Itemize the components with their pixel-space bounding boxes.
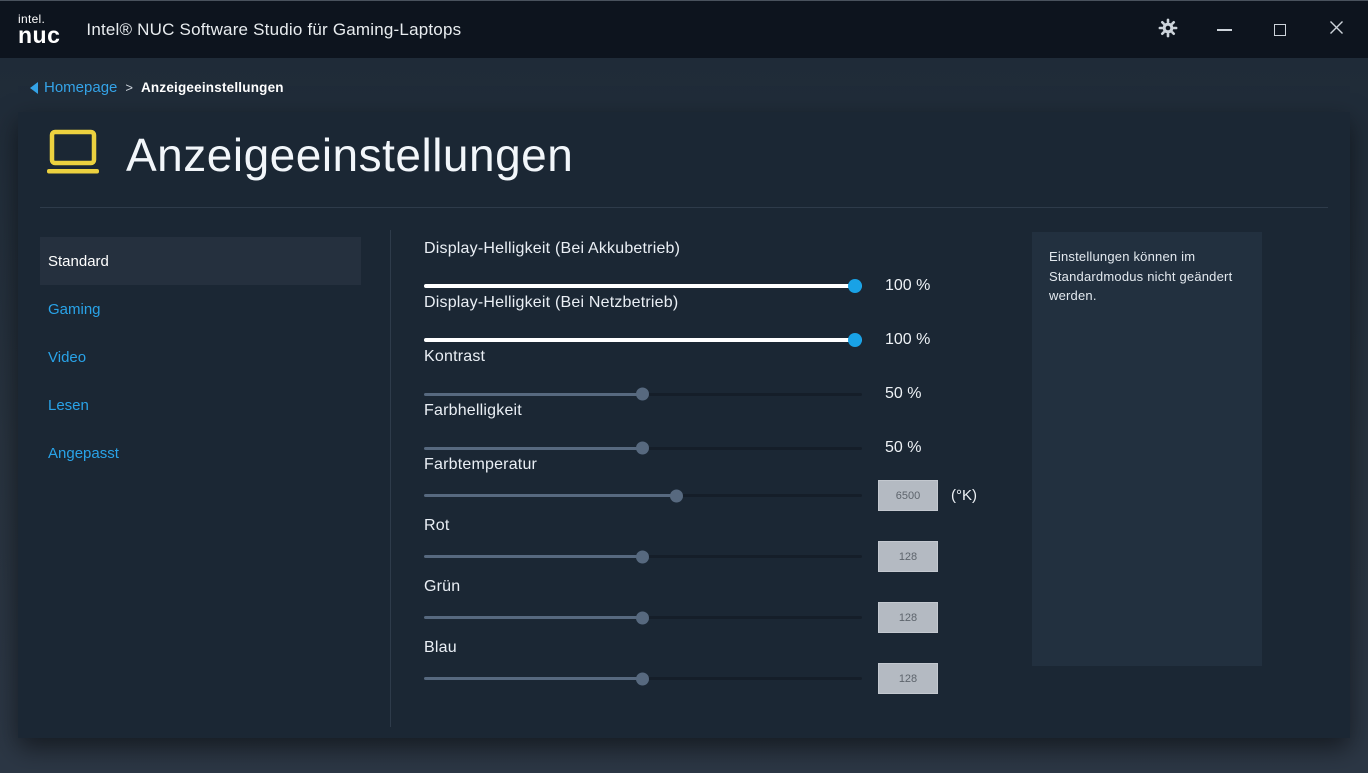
breadcrumb-current-page: Anzeigeeinstellungen — [140, 80, 284, 95]
info-panel-text: Einstellungen können im Standardmodus ni… — [1049, 249, 1233, 303]
slider-thumb[interactable] — [848, 333, 862, 347]
slider-track[interactable] — [424, 333, 862, 347]
slider-label: Display-Helligkeit (Bei Akkubetrieb) — [424, 240, 681, 257]
slider-label: Blau — [424, 639, 457, 656]
slider-fill — [424, 555, 643, 558]
page-heading: Anzeigeeinstellungen — [44, 128, 573, 182]
slider-fill — [424, 494, 679, 497]
slider-fill — [424, 338, 862, 342]
slider-thumb — [636, 441, 649, 455]
slider-track — [424, 611, 862, 624]
intel-nuc-logo: intel. nuc — [18, 13, 60, 47]
sidebar-item-label: Gaming — [48, 300, 101, 318]
sidebar-item-label: Standard — [48, 252, 109, 270]
sidebar-item-label: Video — [48, 348, 87, 366]
display-settings-card: Anzeigeeinstellungen Standard Gaming Video… — [18, 112, 1350, 738]
slider-track — [424, 550, 862, 563]
slider-thumb[interactable] — [848, 279, 862, 293]
slider-fill — [424, 392, 643, 396]
back-arrow-icon[interactable] — [30, 81, 38, 94]
info-panel: Einstellungen können im Standardmodus ni… — [1032, 232, 1262, 666]
slider-row: Display-Helligkeit (Bei Akkubetrieb) 100 … — [424, 240, 1014, 294]
slider-row: Rot 128 — [424, 517, 1014, 578]
slider-label: Farbhelligkeit — [424, 402, 522, 419]
slider-label: Farbtemperatur — [424, 456, 538, 473]
close-button[interactable] — [1308, 1, 1364, 59]
page-background: Homepage > Anzeigeeinstellungen Anzeigee… — [0, 58, 1368, 773]
slider-label: Grün — [424, 578, 461, 595]
mode-sidebar: Standard Gaming Video Lesen Angepasst — [40, 237, 361, 477]
sidebar-divider — [390, 230, 391, 727]
laptop-display-icon — [44, 129, 102, 182]
sidebar-item-video[interactable]: Video — [40, 333, 361, 381]
slider-value-input: 128 — [878, 663, 938, 694]
slider-row: Farbhelligkeit 50 % — [424, 402, 1014, 456]
slider-track — [424, 672, 862, 685]
gear-icon — [1158, 18, 1178, 43]
maximize-icon — [1274, 24, 1286, 36]
slider-thumb — [636, 672, 649, 685]
slider-thumb — [669, 489, 683, 502]
window-controls — [1140, 1, 1364, 59]
nuc-logo-text: nuc — [18, 21, 61, 48]
app-title: Intel® NUC Software Studio für Gaming-La… — [86, 19, 462, 39]
settings-gear-button[interactable] — [1140, 1, 1196, 59]
slider-label: Display-Helligkeit (Bei Netzbetrieb) — [424, 294, 679, 311]
slider-fill — [424, 616, 643, 619]
heading-divider — [40, 207, 1328, 208]
slider-value-input: 128 — [878, 602, 938, 633]
slider-unit-label: (°K) — [951, 487, 977, 504]
sidebar-item-label: Lesen — [48, 396, 89, 414]
sidebar-item-standard[interactable]: Standard — [40, 237, 361, 285]
slider-row: Farbtemperatur 6500 (°K) — [424, 456, 1014, 517]
breadcrumb-separator: > — [125, 80, 133, 95]
slider-label: Kontrast — [424, 348, 486, 365]
slider-row: Grün 128 — [424, 578, 1014, 639]
slider-value-input: 128 — [878, 541, 938, 572]
sidebar-item-angepasst[interactable]: Angepasst — [40, 429, 361, 477]
slider-row: Blau 128 — [424, 639, 1014, 700]
slider-row: Kontrast 50 % — [424, 348, 1014, 402]
minimize-icon — [1216, 29, 1232, 31]
slider-track — [424, 387, 862, 401]
intel-logo-text: intel. — [18, 11, 46, 26]
slider-value-input: 6500 — [878, 480, 938, 511]
slider-track — [424, 489, 862, 502]
slider-value: 100 % — [885, 331, 931, 348]
minimize-button[interactable] — [1196, 1, 1252, 59]
slider-fill — [424, 446, 643, 450]
sidebar-item-gaming[interactable]: Gaming — [40, 285, 361, 333]
maximize-button[interactable] — [1252, 1, 1308, 59]
slider-thumb — [636, 611, 649, 624]
slider-track[interactable] — [424, 279, 862, 293]
slider-fill — [424, 677, 643, 680]
slider-list: Display-Helligkeit (Bei Akkubetrieb) 100 … — [424, 240, 1014, 700]
slider-value: 50 % — [885, 385, 922, 402]
slider-thumb — [636, 387, 649, 401]
close-icon — [1329, 20, 1344, 40]
slider-value: 100 % — [885, 277, 931, 294]
slider-value: 50 % — [885, 439, 922, 456]
breadcrumb-homepage-link[interactable]: Homepage — [44, 79, 118, 96]
sidebar-item-label: Angepasst — [48, 444, 119, 462]
slider-thumb — [636, 550, 649, 563]
page-title: Anzeigeeinstellungen — [126, 129, 574, 181]
breadcrumb: Homepage > Anzeigeeinstellungen — [30, 79, 284, 96]
slider-label: Rot — [424, 517, 450, 534]
slider-track — [424, 441, 862, 455]
sidebar-item-lesen[interactable]: Lesen — [40, 381, 361, 429]
slider-row: Display-Helligkeit (Bei Netzbetrieb) 100 … — [424, 294, 1014, 348]
titlebar: intel. nuc Intel® NUC Software Studio fü… — [0, 0, 1368, 58]
slider-fill — [424, 284, 862, 288]
